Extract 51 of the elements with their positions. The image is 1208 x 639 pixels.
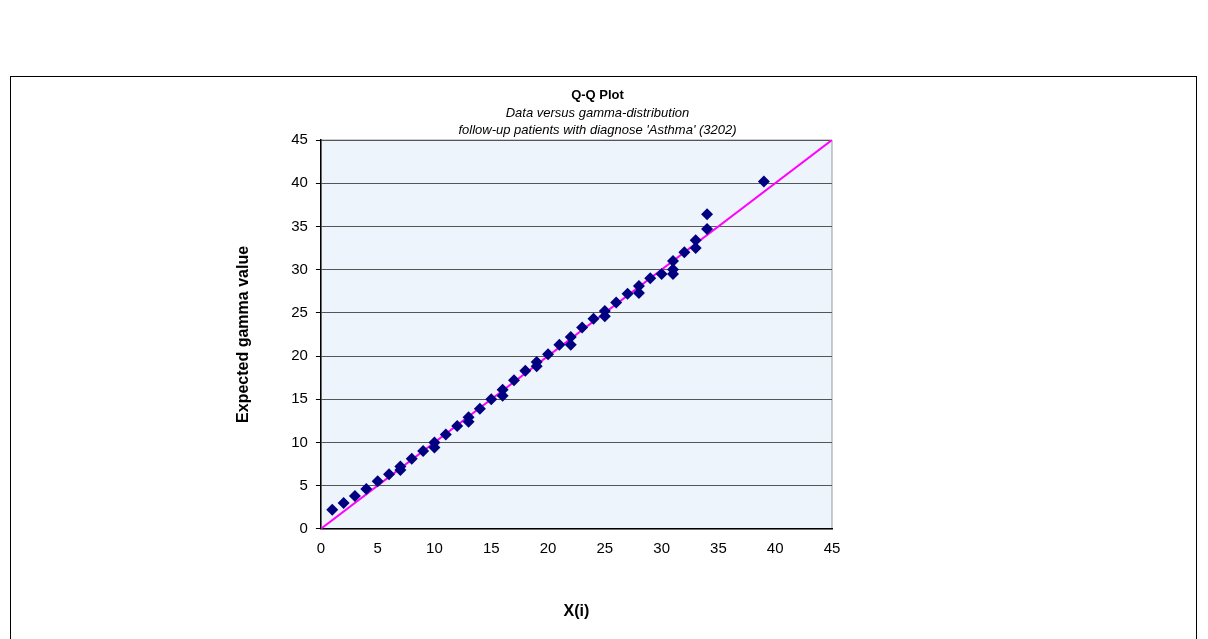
- x-axis-title: X(i): [563, 601, 590, 619]
- point: [485, 393, 498, 406]
- chart-subtitle: Data versus gamma-distribution follow-up patients with diagnose 'Asthma' (3202): [457, 104, 738, 137]
- point: [553, 338, 566, 351]
- x-tick-label: 20: [539, 538, 557, 556]
- y-axis-title: Expected gamma value: [234, 245, 252, 423]
- x-tick-label: 15: [482, 538, 500, 556]
- point: [666, 254, 679, 267]
- y-tick-label: 45: [291, 130, 308, 148]
- point: [451, 419, 464, 432]
- y-tick-label: 15: [291, 389, 308, 407]
- y-tick-label: 10: [291, 432, 308, 450]
- x-tick-label: 30: [653, 538, 670, 556]
- point: [542, 348, 555, 361]
- y-tick-label: 35: [291, 216, 308, 234]
- point: [439, 428, 452, 441]
- point: [610, 296, 623, 309]
- x-tick-label: 0: [316, 538, 326, 556]
- point: [405, 452, 418, 465]
- point: [757, 175, 770, 188]
- point: [678, 246, 691, 259]
- point: [519, 364, 532, 377]
- point: [383, 468, 396, 481]
- y-tick-label: 20: [291, 346, 308, 364]
- point: [587, 312, 600, 325]
- point: [417, 445, 430, 458]
- y-tick-label: 5: [299, 475, 308, 493]
- point: [701, 222, 714, 235]
- point: [371, 475, 384, 488]
- point: [621, 287, 634, 300]
- y-tick-label: 40: [291, 173, 308, 191]
- y-tick-label: 0: [299, 518, 308, 536]
- point: [507, 374, 520, 387]
- x-tick-label: 5: [373, 538, 382, 556]
- point: [337, 496, 350, 509]
- x-tick-label: 45: [823, 538, 841, 556]
- point: [644, 272, 657, 285]
- point: [326, 503, 339, 516]
- x-tick-label: 35: [710, 538, 727, 556]
- point: [348, 489, 361, 502]
- x-tick-label: 10: [426, 538, 443, 556]
- point: [473, 402, 486, 415]
- point: [360, 483, 373, 496]
- point: [701, 208, 714, 221]
- point: [576, 321, 589, 334]
- chart-title: Q-Q Plot: [570, 87, 625, 102]
- y-tick-label: 30: [291, 259, 308, 277]
- point: [655, 267, 668, 280]
- x-tick-label: 40: [766, 538, 784, 556]
- x-tick-label: 25: [596, 538, 614, 556]
- y-tick-label: 25: [291, 302, 308, 320]
